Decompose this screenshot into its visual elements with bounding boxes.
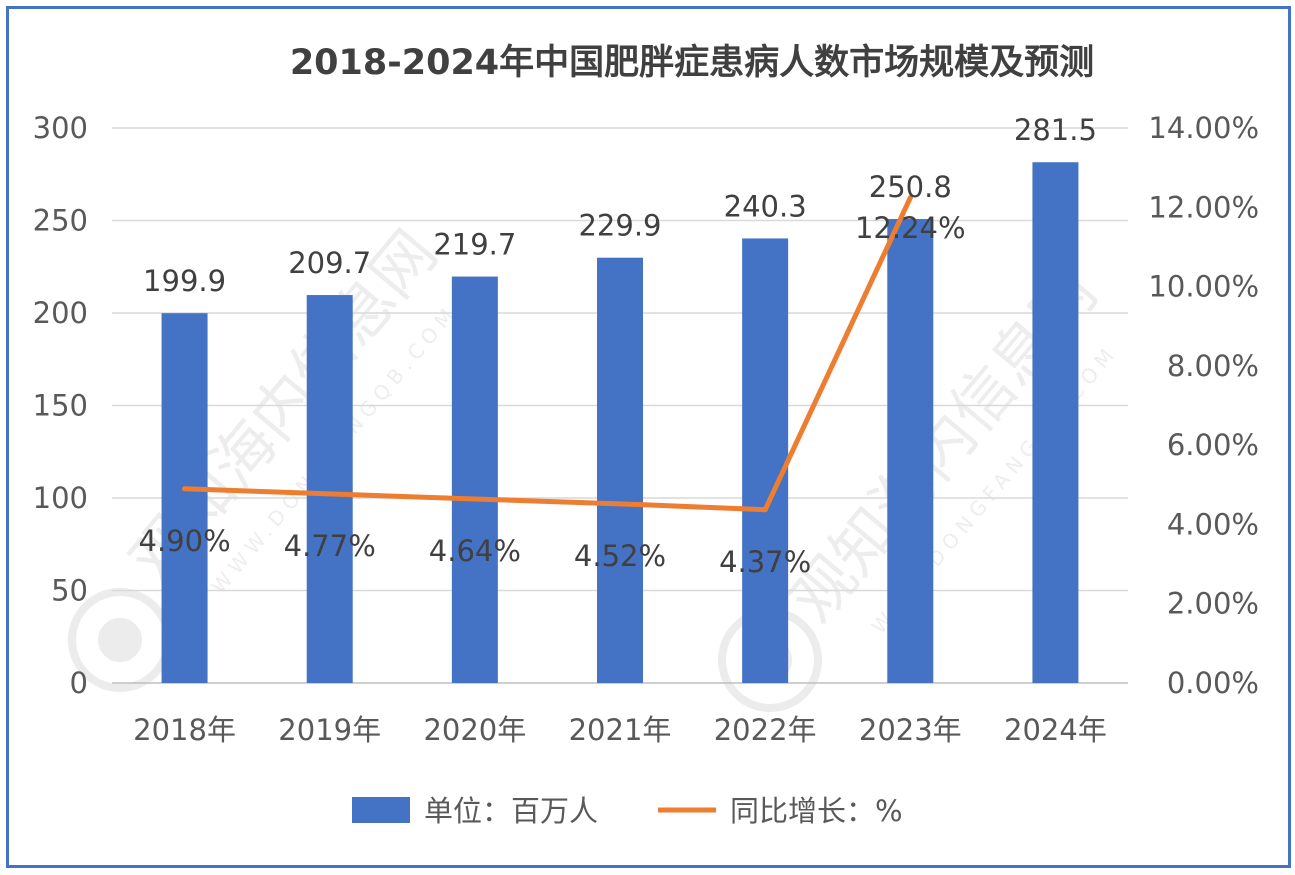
line-point (182, 486, 188, 492)
y-right-tick-label: 4.00% (1167, 507, 1259, 541)
line-value-label: 4.77% (284, 529, 376, 563)
bar-value-label: 209.7 (288, 246, 371, 280)
y-right-tick-label: 6.00% (1167, 428, 1259, 462)
legend-line-label: 同比增长：% (730, 794, 903, 828)
bar-value-label: 250.8 (869, 170, 952, 204)
line-point (617, 501, 623, 507)
bar (887, 219, 934, 683)
line-value-label: 4.90% (139, 524, 231, 558)
x-tick-label: 2020年 (423, 713, 526, 747)
line-value-label: 4.37% (719, 545, 811, 579)
line-series (182, 195, 913, 513)
bar-value-label: 281.5 (1014, 113, 1097, 147)
bar (742, 238, 789, 683)
x-tick-label: 2021年 (569, 713, 672, 747)
line-value-label: 4.52% (574, 539, 666, 573)
bar-value-label: 199.9 (143, 264, 226, 298)
bar-series (161, 162, 1079, 684)
x-axis: 2018年 2019年 2020年 2021年 2022年 2023年 2024年 (133, 713, 1107, 747)
bar (161, 313, 208, 683)
line-point (907, 195, 913, 201)
legend: 单位：百万人 同比增长：% (352, 794, 903, 828)
y-right-tick-label: 10.00% (1148, 270, 1259, 304)
y-left-tick-label: 100 (33, 481, 88, 515)
y-right-tick-label: 2.00% (1167, 587, 1259, 621)
y-left-tick-label: 200 (33, 296, 88, 330)
x-tick-label: 2024年 (1004, 713, 1107, 747)
line-point (327, 491, 333, 497)
data-labels: 199.9 209.7 219.7 229.9 240.3 250.8 281.5 4.90%… (139, 113, 1097, 579)
bar (451, 276, 498, 683)
bar-value-label: 219.7 (433, 228, 516, 262)
x-tick-label: 2023年 (859, 713, 962, 747)
line-value-label: 12.24% (855, 211, 966, 245)
x-tick-label: 2018年 (133, 713, 236, 747)
y-right-tick-label: 8.00% (1167, 349, 1259, 383)
bar-value-label: 240.3 (724, 189, 807, 223)
chart-title: 2018-2024年中国肥胖症患病人数市场规模及预测 (290, 43, 1094, 83)
bar (597, 257, 643, 683)
bar-value-label: 229.9 (578, 209, 661, 243)
x-tick-label: 2022年 (714, 713, 817, 747)
y-axis-right: 0.00% 2.00% 4.00% 6.00% 8.00% 10.00% 12.00% 14.… (1148, 111, 1259, 700)
y-axis-left: 0 50 100 150 200 250 300 (33, 111, 88, 700)
y-left-tick-label: 300 (33, 111, 88, 145)
line-point (472, 496, 478, 502)
bar (1032, 162, 1079, 684)
y-left-tick-label: 0 (70, 666, 88, 700)
growth-line (182, 195, 913, 513)
bar (306, 295, 353, 683)
legend-bar-label: 单位：百万人 (424, 794, 598, 828)
y-left-tick-label: 250 (33, 204, 88, 238)
y-left-tick-label: 50 (51, 574, 88, 608)
y-right-tick-label: 12.00% (1148, 190, 1259, 224)
y-left-tick-label: 150 (33, 389, 88, 423)
line-value-label: 4.64% (429, 534, 521, 568)
y-right-tick-label: 0.00% (1167, 666, 1259, 700)
y-right-tick-label: 14.00% (1148, 111, 1259, 145)
x-tick-label: 2019年 (278, 713, 381, 747)
watermark-logo-center (98, 618, 142, 662)
line-point (762, 507, 768, 513)
legend-bar-swatch (352, 797, 410, 823)
